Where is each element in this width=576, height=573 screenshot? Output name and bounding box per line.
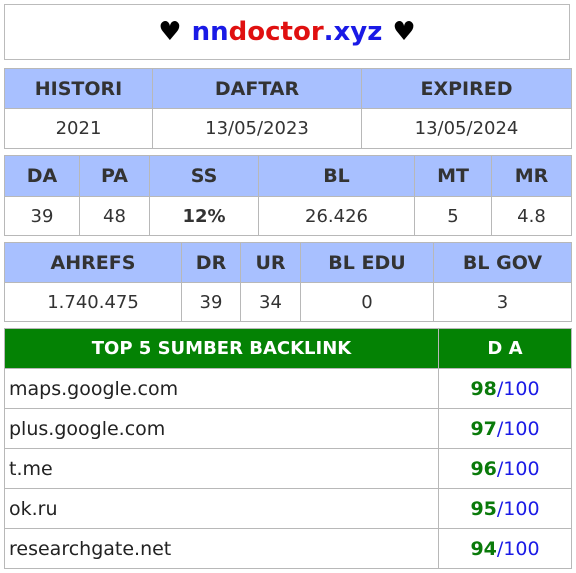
header-bl: BL — [258, 155, 415, 197]
da-max: 100 — [503, 377, 540, 400]
value-daftar: 13/05/2023 — [152, 108, 362, 149]
backlink-site: maps.google.com — [4, 368, 439, 409]
header-mr: MR — [491, 155, 572, 197]
backlink-da: 97/100 — [438, 408, 572, 449]
value-da: 39 — [4, 196, 80, 236]
header-backlink-source: TOP 5 SUMBER BACKLINK — [4, 328, 439, 369]
da-max: 100 — [503, 457, 540, 480]
value-bl: 26.426 — [258, 196, 415, 236]
da-separator: / — [496, 417, 504, 440]
value-mr: 4.8 — [491, 196, 572, 236]
da-value: 98 — [470, 377, 497, 400]
header-bl-gov: BL GOV — [433, 242, 572, 283]
header-histori: HISTORI — [4, 68, 153, 109]
header-daftar: DAFTAR — [152, 68, 362, 109]
da-max: 100 — [503, 417, 540, 440]
da-value: 96 — [470, 457, 497, 480]
heart-icon: ♥ — [392, 17, 416, 47]
domain-info-table: HISTORI DAFTAR EXPIRED 2021 13/05/2023 1… — [4, 68, 572, 149]
header-pa: PA — [79, 155, 150, 197]
title-part-nn: nn — [191, 17, 229, 47]
title-part-tld: .xyz — [323, 17, 383, 47]
value-pa: 48 — [79, 196, 150, 236]
da-max: 100 — [503, 497, 540, 520]
header-da: DA — [4, 155, 80, 197]
table-row: plus.google.com 97/100 — [4, 408, 572, 449]
table-row: researchgate.net 94/100 — [4, 528, 572, 569]
value-ss: 12% — [149, 196, 259, 236]
backlink-da: 96/100 — [438, 448, 572, 489]
da-value: 95 — [470, 497, 497, 520]
backlink-da: 98/100 — [438, 368, 572, 409]
backlink-site: researchgate.net — [4, 528, 439, 569]
table-row: t.me 96/100 — [4, 448, 572, 489]
header-backlink-da: D A — [438, 328, 572, 369]
value-histori: 2021 — [4, 108, 153, 149]
da-separator: / — [496, 457, 504, 480]
title-part-doctor: doctor — [228, 17, 324, 47]
header-ss: SS — [149, 155, 259, 197]
header-expired: EXPIRED — [361, 68, 572, 109]
heart-icon: ♥ — [158, 17, 182, 47]
value-expired: 13/05/2024 — [361, 108, 572, 149]
da-value: 97 — [470, 417, 497, 440]
backlink-site: ok.ru — [4, 488, 439, 529]
table-row: maps.google.com 98/100 — [4, 368, 572, 409]
backlink-da: 94/100 — [438, 528, 572, 569]
da-separator: / — [496, 537, 504, 560]
domain-title: ♥ nn doctor .xyz ♥ — [4, 4, 570, 60]
backlink-table: TOP 5 SUMBER BACKLINK D A maps.google.co… — [4, 328, 572, 569]
table-row: ok.ru 95/100 — [4, 488, 572, 529]
header-mt: MT — [414, 155, 492, 197]
da-value: 94 — [470, 537, 497, 560]
header-ur: UR — [240, 242, 301, 283]
da-max: 100 — [503, 537, 540, 560]
backlink-site: t.me — [4, 448, 439, 489]
backlink-da: 95/100 — [438, 488, 572, 529]
value-bl-gov: 3 — [433, 282, 572, 322]
header-dr: DR — [181, 242, 241, 283]
da-separator: / — [496, 497, 504, 520]
header-ahrefs: AHREFS — [4, 242, 182, 283]
ahrefs-table: AHREFS DR UR BL EDU BL GOV 1.740.475 39 … — [4, 242, 572, 322]
backlink-site: plus.google.com — [4, 408, 439, 449]
header-bl-edu: BL EDU — [300, 242, 434, 283]
value-bl-edu: 0 — [300, 282, 434, 322]
value-mt: 5 — [414, 196, 492, 236]
value-ahrefs: 1.740.475 — [4, 282, 182, 322]
da-separator: / — [496, 377, 504, 400]
value-dr: 39 — [181, 282, 241, 322]
value-ur: 34 — [240, 282, 301, 322]
metrics-table: DA PA SS BL MT MR 39 48 12% 26.426 5 4.8 — [4, 155, 572, 236]
